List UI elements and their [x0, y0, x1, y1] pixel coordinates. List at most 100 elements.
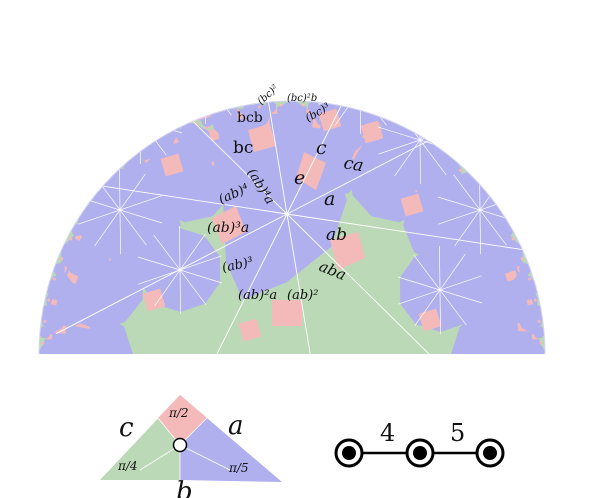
label-bcb: bcb: [237, 110, 263, 126]
decagon-tile: [525, 283, 538, 296]
square-tile: [52, 277, 56, 281]
angle-right: π/5: [228, 461, 249, 475]
decagon-tile: [533, 326, 545, 339]
square-tile: [236, 109, 240, 113]
decagon-tile: [126, 158, 139, 170]
mirror-line: [97, 106, 183, 134]
mirror-line: [318, 101, 402, 105]
mirror-line: [286, 213, 545, 254]
angle-top: π/2: [168, 406, 189, 420]
square-tile: [50, 299, 58, 306]
square-tile: [491, 379, 515, 403]
square-tile: [533, 298, 537, 302]
square-tile: [528, 277, 532, 281]
mirror-line: [286, 101, 404, 215]
decagon-tile: [534, 348, 545, 354]
mirror-line: [244, 101, 288, 215]
decagon-tile: [307, 101, 320, 113]
square-tile: [330, 232, 365, 270]
square-tile: [532, 369, 538, 375]
square-tile: [458, 168, 463, 173]
decagon-tile: [264, 101, 277, 113]
decagon-tile: [99, 101, 181, 162]
mirror-line: [179, 101, 231, 117]
square-tile: [142, 288, 166, 312]
square-tile: [540, 364, 543, 367]
decagon-tile: [530, 305, 543, 317]
label-ab3: (ab)³: [221, 255, 255, 276]
square-tile: [517, 374, 529, 386]
coxeter-diagram: 4 5: [334, 419, 505, 468]
mirror-line: [359, 101, 361, 135]
square-tile: [47, 298, 51, 302]
label-ab3a: (ab)³a: [207, 220, 249, 236]
mirror-line: [334, 101, 386, 127]
square-tile: [526, 299, 534, 306]
square-tile: [318, 108, 342, 132]
coxeter-node-1: [334, 438, 364, 468]
square-tile: [279, 103, 283, 107]
mirror-line: [178, 101, 232, 116]
mirror-line: [55, 213, 288, 335]
square-tile: [418, 308, 442, 332]
decagon-tile: [164, 101, 246, 122]
decagon-tile: [181, 123, 194, 136]
angle-left: π/4: [117, 459, 138, 473]
coxeter-label-5: 5: [450, 419, 465, 447]
triangle-label-b: b: [176, 477, 193, 498]
square-tile: [43, 319, 47, 323]
square-tile: [257, 105, 261, 109]
mirror-line: [398, 275, 482, 305]
label-e: e: [294, 167, 305, 189]
square-tile: [537, 319, 541, 323]
mirror-line: [101, 101, 288, 215]
square-tile: [520, 256, 524, 261]
decagon-tile: [519, 263, 531, 276]
mirror-line: [98, 105, 182, 135]
mirror-line: [170, 213, 288, 354]
square-tile: [301, 103, 305, 107]
mirror-line: [138, 255, 222, 285]
vertex-point: [172, 437, 188, 453]
decagon-tile: [39, 326, 51, 339]
decagon-tile: [243, 103, 255, 116]
decagon-tile: [71, 224, 84, 236]
coxeter-node-2: [405, 438, 435, 468]
decagon-tile: [286, 101, 298, 112]
triangle-label-c: c: [119, 413, 134, 443]
mirror-line: [163, 67, 247, 93]
triangle-label-a: a: [228, 411, 244, 441]
label-ab2a: (ab)²a: [238, 288, 277, 303]
square-tile: [248, 124, 276, 152]
decagon-tile: [53, 263, 65, 276]
decagon-tile: [46, 283, 59, 296]
square-tile: [539, 341, 543, 345]
disk-boundary: [38, 100, 546, 355]
mirror-line: [113, 101, 167, 156]
square-tile: [212, 206, 246, 244]
label-bc: bc: [233, 138, 253, 158]
square-tile: [272, 300, 302, 326]
label-c: c: [316, 137, 327, 159]
square-tile: [69, 237, 73, 241]
square-tile: [360, 120, 384, 144]
mirror-line: [286, 213, 473, 354]
square-tile: [511, 237, 515, 241]
decagon-tile: [39, 348, 50, 354]
square-tile: [238, 318, 262, 342]
label-ca: ca: [342, 153, 365, 176]
decagon-tile: [41, 305, 54, 317]
label-bc2b: (bc)²b: [287, 93, 317, 104]
square-tile: [41, 341, 45, 345]
coxeter-node-3: [475, 438, 505, 468]
fundamental-triangle: c a b π/2 π/4 π/5: [100, 395, 282, 498]
square-tile: [60, 256, 64, 261]
mirror-line: [163, 66, 246, 94]
mirror-line: [78, 195, 162, 225]
coxeter-label-4: 4: [380, 419, 395, 447]
square-tile: [400, 193, 424, 217]
hyperbolic-tiling: [39, 66, 545, 403]
label-ab: ab: [326, 225, 347, 245]
square-tile: [237, 112, 244, 120]
